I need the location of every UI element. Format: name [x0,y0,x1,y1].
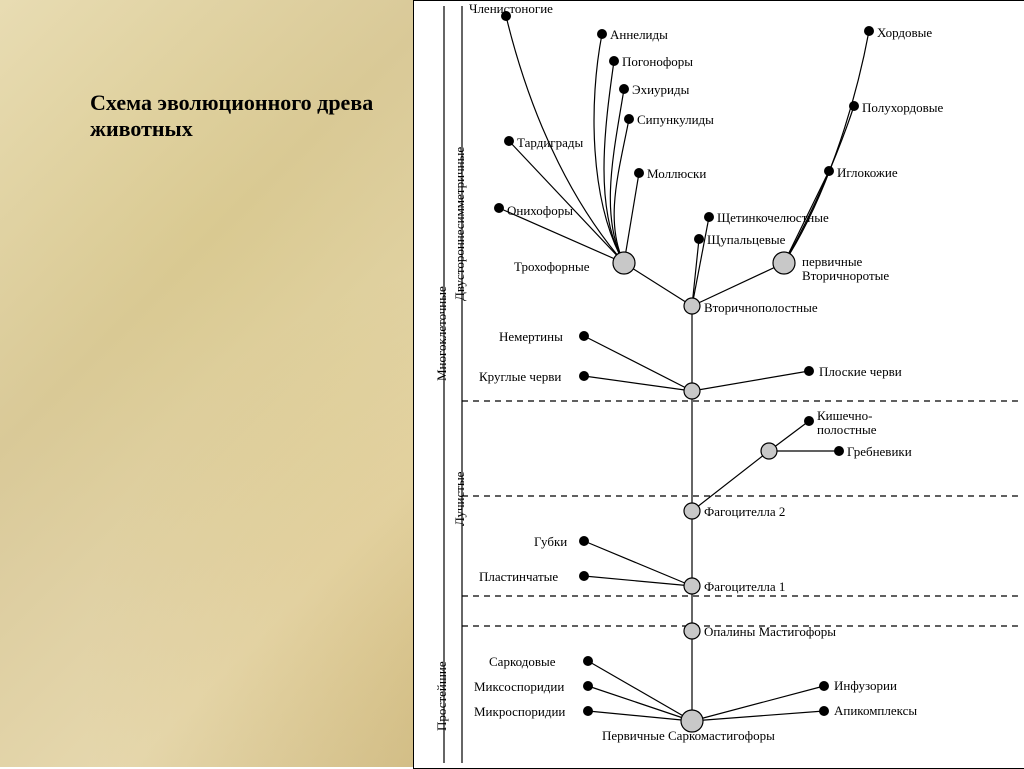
taxon-label: Аннелиды [610,28,668,42]
taxon-label: Немертины [499,330,563,344]
taxon-label: Эхиуриды [632,83,689,97]
taxon-label: Иглокожие [837,166,898,180]
taxon-label: Апикомплексы [834,704,917,718]
taxon-label: Миксоспоридии [474,680,564,694]
taxon-label: Инфузории [834,679,897,693]
taxon-label: Полухордовые [862,101,943,115]
taxon-label: Тардиграды [517,136,583,150]
taxon-label: Пластинчатые [479,570,558,584]
taxon-label: Щупальцевые [707,233,785,247]
taxon-label: Плоские черви [819,365,902,379]
taxon-label: Фагоцителла 1 [704,580,785,594]
tree-svg [414,1,1024,768]
taxon-label: Погонофоры [622,55,693,69]
taxon-label: Вторичнополостные [704,301,818,315]
taxon-label: Опалины Мастигофоры [704,625,836,639]
taxon-label: Членистоногие [469,2,553,16]
vertical-group-label: Многоклеточные [434,81,450,586]
taxon-label: Фагоцителла 2 [704,505,785,519]
taxon-label: Саркодовые [489,655,555,669]
taxon-label: Моллюски [647,167,706,181]
vertical-group-label: Простейшие [434,641,450,751]
taxon-label: первичныеВторичноротые [802,255,889,284]
taxon-label: Щетинкочелюстные [717,211,829,225]
taxon-label: Первичные Саркомастигофоры [602,729,775,743]
vertical-group-label: Лучистые [452,409,468,589]
taxon-label: Микроспоридии [474,705,565,719]
vertical-group-label: Двустороннесимметричные [452,51,468,396]
taxon-label: Круглые черви [479,370,561,384]
page-title: Схема эволюционного древаживотных [90,90,373,142]
taxon-label: Губки [534,535,567,549]
taxon-label: Гребневики [847,445,912,459]
diagram-panel: Первичные Саркомастигофоры Саркодовые Микс… [413,0,1024,769]
taxon-label: Сипункулиды [637,113,714,127]
taxon-label: Онихофоры [507,204,573,218]
taxon-label: Хордовые [877,26,932,40]
taxon-label: Кишечно-полостные [817,409,877,438]
taxon-label: Трохофорные [514,260,590,274]
